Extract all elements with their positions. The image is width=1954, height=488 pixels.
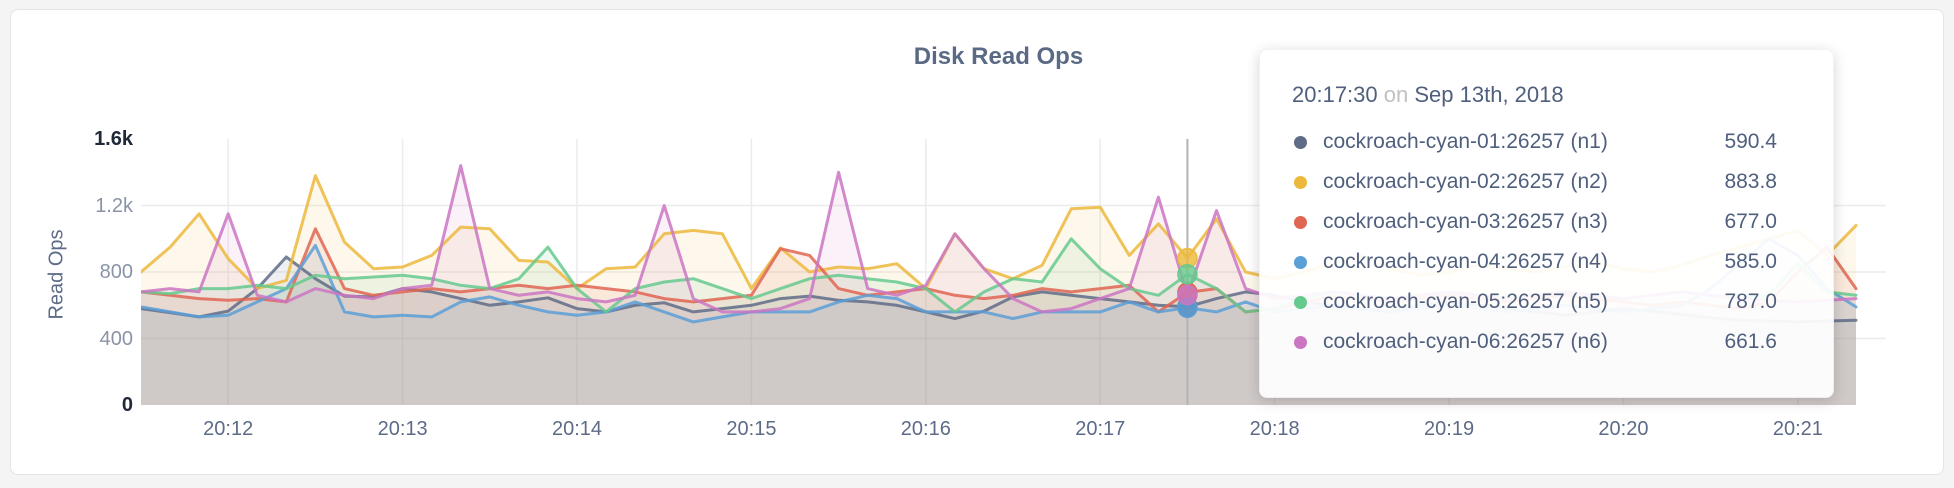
x-tick-20:17: 20:17 — [1075, 418, 1126, 440]
series-dot-icon — [1294, 135, 1307, 149]
series-dot-icon — [1294, 255, 1307, 269]
series-value: 661.6 — [1724, 330, 1777, 353]
tooltip-conjunction: on — [1383, 82, 1409, 107]
series-label: cockroach-cyan-01:26257 (n1) — [1323, 130, 1608, 153]
tooltip-date: Sep 13th, 2018 — [1414, 82, 1564, 107]
hover-tooltip: 20:17:30 on Sep 13th, 2018 cockroach-cya… — [1259, 49, 1834, 398]
chart-title: Disk Read Ops — [913, 43, 1084, 70]
x-tick-20:21: 20:21 — [1772, 418, 1823, 440]
x-tick-20:19: 20:19 — [1424, 418, 1475, 440]
tooltip-row: cockroach-cyan-03:26257 (n3) 677.0 — [1288, 202, 1799, 242]
chart-card: Disk Read Ops Read Ops 1.6k 1.2k 800 400 0 2… — [10, 9, 1944, 475]
series-value: 590.4 — [1724, 130, 1777, 153]
tooltip-row: cockroach-cyan-02:26257 (n2) 883.8 — [1288, 162, 1799, 202]
series-dot-icon — [1294, 295, 1307, 309]
x-tick-20:12: 20:12 — [203, 418, 254, 440]
series-value: 585.0 — [1724, 250, 1777, 273]
x-tick-20:14: 20:14 — [551, 418, 603, 440]
y-tick-0: 0 — [121, 394, 133, 416]
tooltip-row: cockroach-cyan-06:26257 (n6) 661.6 — [1288, 322, 1799, 362]
y-tick-400: 400 — [99, 327, 133, 350]
series-label: cockroach-cyan-02:26257 (n2) — [1323, 170, 1608, 193]
series-dot-icon — [1294, 215, 1307, 229]
series-label: cockroach-cyan-04:26257 (n4) — [1323, 250, 1608, 273]
series-dot-icon — [1294, 335, 1307, 349]
series-value: 883.8 — [1724, 170, 1777, 193]
series-label: cockroach-cyan-03:26257 (n3) — [1323, 210, 1608, 233]
x-tick-20:13: 20:13 — [377, 418, 428, 440]
tooltip-timestamp: 20:17:30 on Sep 13th, 2018 — [1292, 82, 1799, 108]
tooltip-time: 20:17:30 — [1292, 82, 1378, 107]
series-label: cockroach-cyan-06:26257 (n6) — [1323, 330, 1608, 353]
series-value: 787.0 — [1724, 290, 1777, 313]
x-tick-20:18: 20:18 — [1249, 418, 1300, 440]
tooltip-row: cockroach-cyan-05:26257 (n5) 787.0 — [1288, 282, 1799, 322]
series-label: cockroach-cyan-05:26257 (n5) — [1323, 290, 1608, 313]
y-tick-1.2k: 1.2k — [95, 194, 133, 217]
x-tick-20:15: 20:15 — [726, 418, 777, 440]
series-dot-icon — [1294, 175, 1307, 189]
x-tick-20:16: 20:16 — [900, 418, 951, 440]
series-value: 677.0 — [1724, 210, 1777, 233]
y-tick-1.6k: 1.6k — [94, 128, 133, 150]
tooltip-row: cockroach-cyan-04:26257 (n4) 585.0 — [1288, 242, 1799, 282]
x-tick-20:20: 20:20 — [1598, 418, 1649, 440]
y-tick-800: 800 — [99, 261, 133, 283]
tooltip-row: cockroach-cyan-01:26257 (n1) 590.4 — [1288, 122, 1799, 162]
